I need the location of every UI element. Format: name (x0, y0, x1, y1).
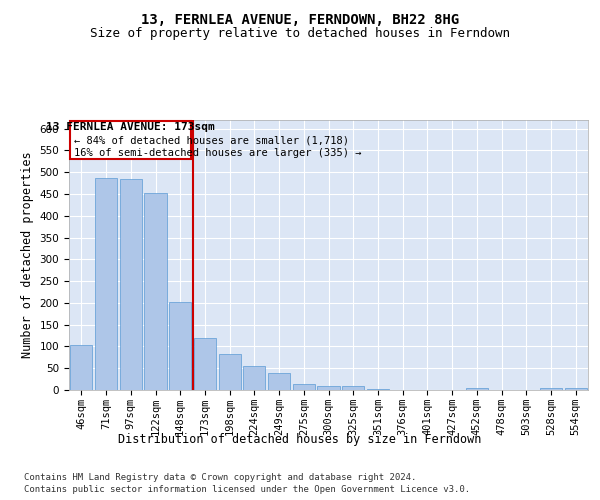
Bar (218, 354, 241, 390)
Bar (243, 366, 265, 390)
Text: 16% of semi-detached houses are larger (335) →: 16% of semi-detached houses are larger (… (74, 148, 361, 158)
Bar (317, 386, 340, 390)
Text: Contains public sector information licensed under the Open Government Licence v3: Contains public sector information licen… (24, 485, 470, 494)
Text: ← 84% of detached houses are smaller (1,718): ← 84% of detached houses are smaller (1,… (74, 135, 349, 145)
Bar (95, 178, 117, 390)
Bar (565, 388, 587, 390)
Bar (169, 302, 191, 390)
Bar (466, 388, 488, 390)
Text: 13 FERNLEA AVENUE: 173sqm: 13 FERNLEA AVENUE: 173sqm (46, 122, 215, 132)
Bar (293, 384, 315, 390)
Bar (342, 386, 364, 390)
Text: Size of property relative to detached houses in Ferndown: Size of property relative to detached ho… (90, 28, 510, 40)
Bar (119, 179, 142, 390)
Bar (268, 372, 290, 390)
Text: 13, FERNLEA AVENUE, FERNDOWN, BH22 8HG: 13, FERNLEA AVENUE, FERNDOWN, BH22 8HG (141, 12, 459, 26)
Bar (70, 344, 92, 390)
Bar (367, 388, 389, 390)
Y-axis label: Number of detached properties: Number of detached properties (21, 152, 34, 358)
Bar (70, 121, 191, 159)
Text: Contains HM Land Registry data © Crown copyright and database right 2024.: Contains HM Land Registry data © Crown c… (24, 472, 416, 482)
Bar (540, 388, 562, 390)
Bar (145, 193, 167, 390)
Text: Distribution of detached houses by size in Ferndown: Distribution of detached houses by size … (118, 432, 482, 446)
Bar (194, 338, 216, 390)
